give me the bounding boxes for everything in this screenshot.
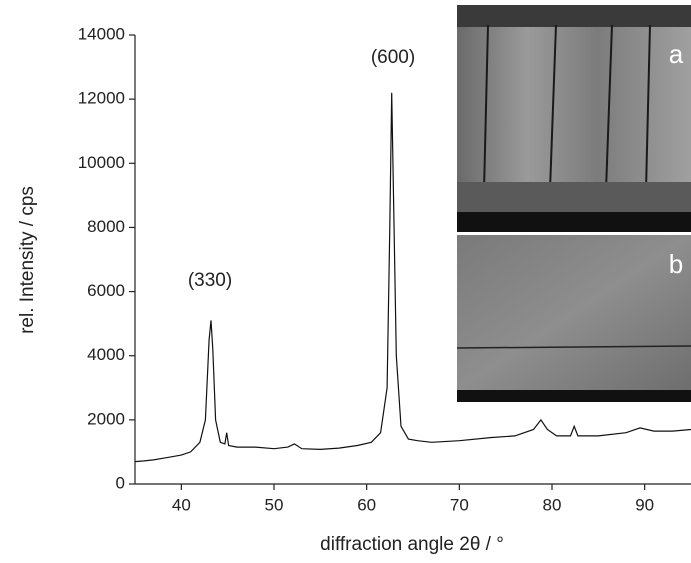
y-tick-label: 12000 bbox=[78, 89, 125, 108]
y-tick-label: 4000 bbox=[87, 345, 125, 364]
sem-info-bar bbox=[457, 212, 691, 232]
x-tick-label: 70 bbox=[450, 495, 469, 514]
annotation: (600) bbox=[371, 47, 415, 68]
x-axis-label: diffraction angle 2θ / ° bbox=[320, 534, 504, 555]
y-tick-label: 10000 bbox=[78, 153, 125, 172]
x-tick-label: 90 bbox=[635, 495, 654, 514]
sem-top bbox=[457, 5, 691, 27]
xrd-curve bbox=[134, 92, 691, 463]
y-axis-label: rel. Intensity / cps bbox=[17, 186, 38, 334]
y-tick-label: 14000 bbox=[78, 24, 125, 43]
y-tick-label: 2000 bbox=[87, 409, 125, 428]
y-tick-label: 8000 bbox=[87, 217, 125, 236]
sem-image-b bbox=[457, 235, 691, 390]
inset-label: a bbox=[669, 39, 684, 69]
y-tick-label: 0 bbox=[116, 473, 125, 492]
y-tick-label: 6000 bbox=[87, 281, 125, 300]
x-tick-label: 40 bbox=[172, 495, 191, 514]
x-tick-label: 60 bbox=[357, 495, 376, 514]
inset-images: a b bbox=[456, 5, 691, 402]
sem-substrate bbox=[457, 182, 691, 212]
sem-cracks bbox=[483, 24, 651, 191]
sem-info-bar bbox=[457, 390, 691, 402]
inset-label: b bbox=[669, 249, 683, 279]
x-tick-label: 50 bbox=[265, 495, 284, 514]
x-tick-label: 80 bbox=[543, 495, 562, 514]
annotation: (330) bbox=[188, 270, 232, 291]
sem-line bbox=[456, 345, 691, 349]
